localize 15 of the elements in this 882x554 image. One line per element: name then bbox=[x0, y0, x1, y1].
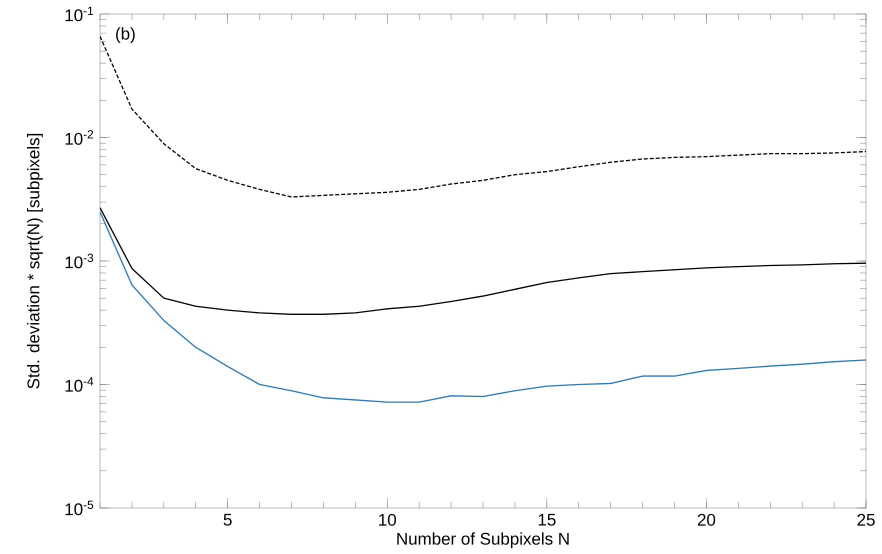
y-tick-label: 10$^{-4}$ bbox=[66, 377, 94, 392]
y-tick-label: 10$^{-1}$ bbox=[66, 6, 94, 22]
line-series bbox=[100, 211, 866, 403]
line-series bbox=[100, 207, 866, 316]
x-tick-label: 15 bbox=[538, 514, 556, 526]
annotation: (b) bbox=[116, 27, 135, 44]
y-tick-label: 10$^{-5}$ bbox=[66, 500, 94, 516]
y-tick-label: 10$^{-3}$ bbox=[66, 254, 94, 268]
x-tick-label: 5 bbox=[224, 514, 232, 526]
x-axis-title: Number of Subpixels N bbox=[397, 532, 569, 548]
y-tick-label: 10$^{-2}$ bbox=[66, 130, 94, 145]
y-axis-title: Std. deviation * sqrt(N) [subpixels] bbox=[27, 134, 43, 389]
x-tick-label: 10 bbox=[379, 514, 396, 526]
x-tick-label: 20 bbox=[698, 514, 716, 526]
x-tick-label: 25 bbox=[857, 514, 875, 526]
